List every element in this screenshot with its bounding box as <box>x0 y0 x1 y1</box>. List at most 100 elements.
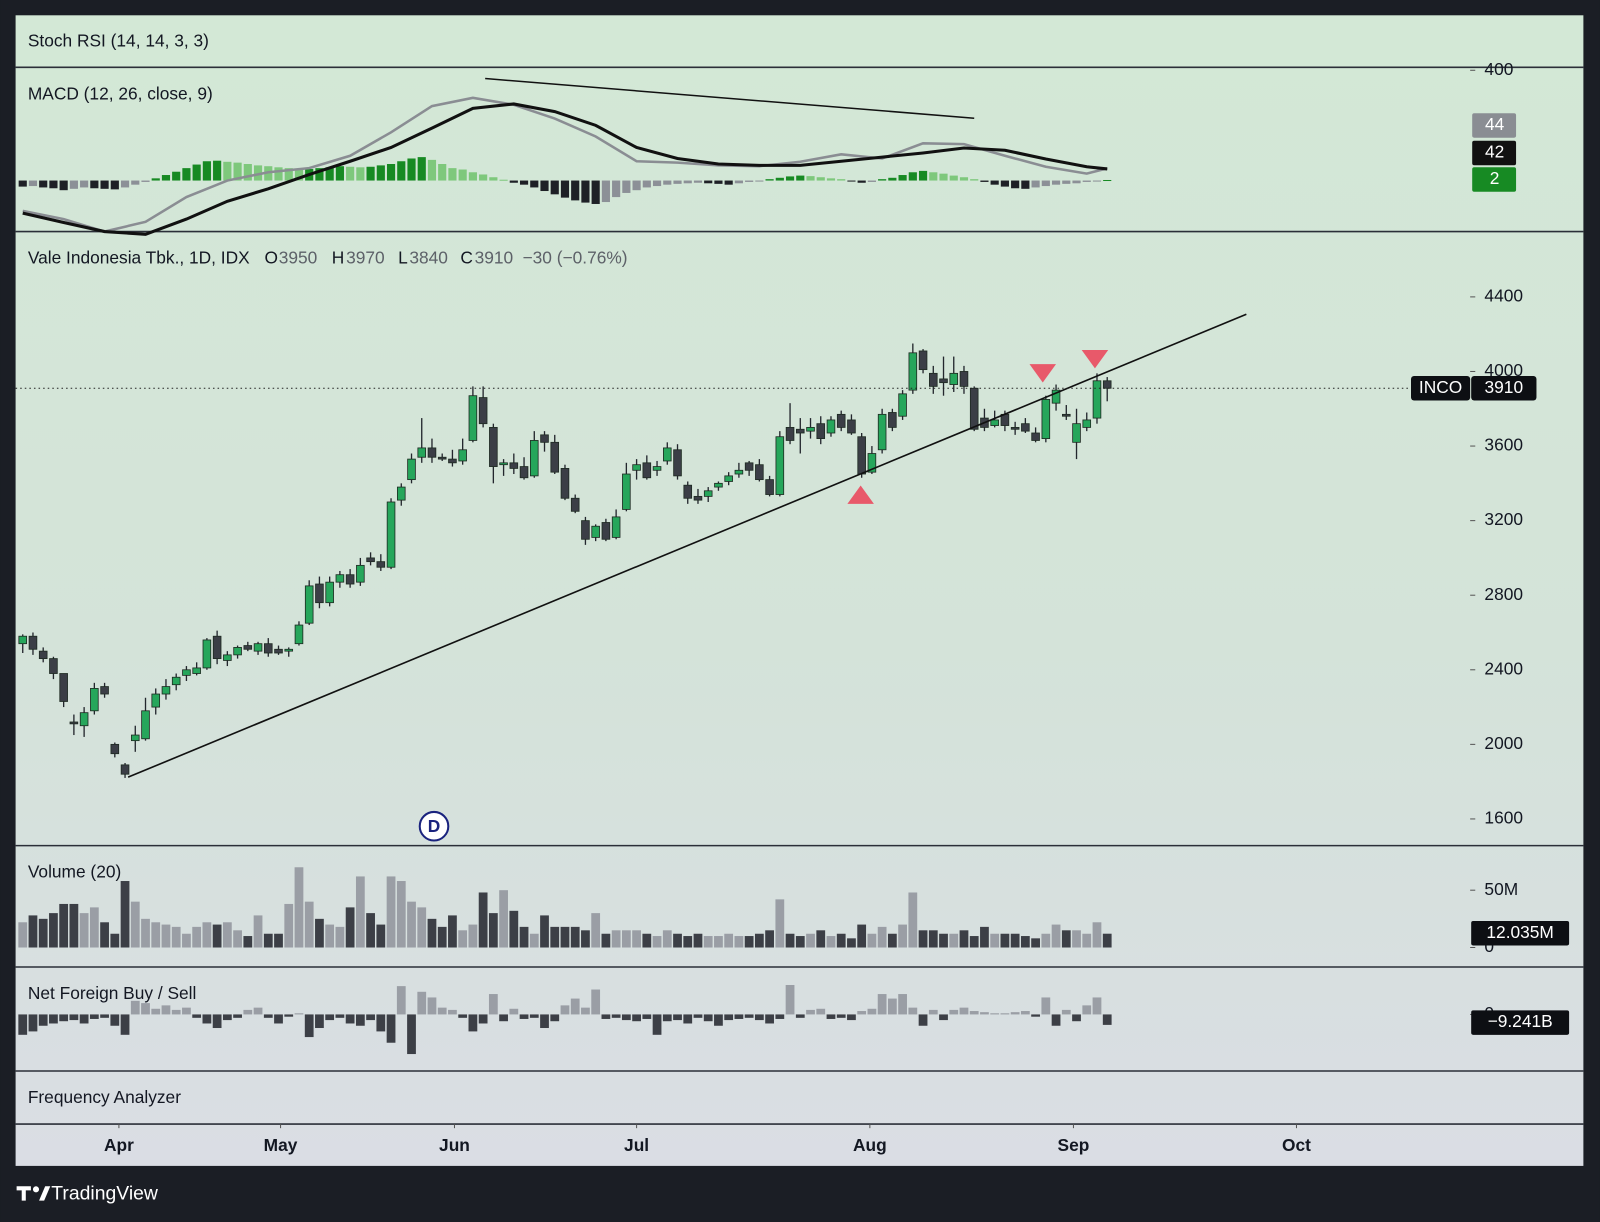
bar <box>509 910 519 948</box>
macd-histogram-bar <box>878 179 887 181</box>
bar <box>683 1014 693 1024</box>
macd-histogram-bar <box>1103 179 1112 182</box>
bar <box>182 1007 191 1015</box>
macd-histogram-bar <box>141 180 150 182</box>
candle-body <box>182 669 191 676</box>
bar <box>1092 997 1102 1015</box>
macd-histogram-bar <box>581 180 590 203</box>
bar <box>703 936 713 948</box>
candle-body <box>141 710 150 740</box>
candle-body <box>744 462 754 471</box>
bar <box>315 1014 324 1029</box>
last-value-box <box>1472 140 1517 166</box>
macd-histogram-bar <box>28 180 38 187</box>
bar <box>448 915 457 948</box>
bar <box>315 918 324 948</box>
bar <box>806 1009 815 1015</box>
bar <box>130 1000 140 1015</box>
macd-histogram-bar <box>745 180 754 182</box>
bar <box>990 1013 1000 1015</box>
candle-body <box>929 372 938 387</box>
candle-body <box>734 469 744 475</box>
bar <box>171 926 181 948</box>
bar <box>253 915 263 948</box>
bar <box>785 984 795 1015</box>
bar <box>141 918 150 948</box>
bar <box>540 1014 549 1029</box>
bar <box>458 930 468 948</box>
y-tick-label: 0 <box>1484 936 1494 956</box>
bar <box>581 1007 590 1015</box>
event-label: D <box>428 816 441 836</box>
candle-body <box>1041 399 1051 440</box>
bar <box>601 1014 611 1019</box>
bar <box>366 913 375 948</box>
candle-body <box>130 734 140 742</box>
bar <box>765 1014 774 1024</box>
macd-histogram-bar <box>929 172 938 181</box>
candle-body <box>478 397 488 425</box>
macd-histogram-bar <box>734 180 743 184</box>
candle-body <box>703 490 713 497</box>
y-tick-label: 400 <box>1484 59 1513 79</box>
bar <box>795 936 805 948</box>
candle-body <box>100 686 109 695</box>
macd-histogram-bar <box>826 178 836 181</box>
y-tick-label: 50M <box>1484 879 1518 899</box>
bar <box>847 1014 856 1021</box>
candle-body <box>376 561 386 568</box>
candle-body <box>49 658 58 674</box>
y-tick-label: 3600 <box>1484 435 1523 455</box>
macd-histogram-bar <box>499 179 508 181</box>
candle-body <box>28 635 38 650</box>
candle-body <box>1072 423 1081 443</box>
macd-histogram-bar <box>366 166 375 181</box>
bar <box>836 1014 846 1018</box>
macd-histogram-bar <box>898 175 907 181</box>
brand-logo <box>16 1186 51 1201</box>
bar <box>18 1014 28 1035</box>
panel-title: Stoch RSI (14, 14, 3, 3) <box>28 30 209 50</box>
event-marker <box>418 810 450 842</box>
macd-histogram-bar <box>949 175 958 181</box>
macd-histogram-bar <box>1062 180 1071 184</box>
bar <box>806 933 815 948</box>
macd-histogram-bar <box>704 180 713 184</box>
panel-title: Volume (20) <box>28 862 121 882</box>
bar <box>1061 1009 1071 1015</box>
bar <box>458 1014 468 1018</box>
bar <box>591 913 601 948</box>
macd-histogram-bar <box>172 171 181 181</box>
candle-body <box>877 413 887 451</box>
candle-body <box>263 643 273 654</box>
last-price-box <box>1471 376 1537 401</box>
bar <box>652 1014 662 1035</box>
candle-body <box>765 479 774 495</box>
bar <box>294 1013 304 1015</box>
signal-marker <box>1081 349 1109 369</box>
candle-body <box>315 583 324 604</box>
bar <box>939 1014 948 1021</box>
macd-histogram-bar <box>417 157 426 181</box>
bar <box>621 1014 631 1021</box>
macd-histogram-bar <box>100 180 109 189</box>
macd-histogram-bar <box>1072 180 1081 184</box>
bar <box>826 1014 836 1019</box>
bar <box>130 901 140 948</box>
bar <box>877 994 887 1015</box>
candle-body <box>847 419 856 434</box>
candle-body <box>437 456 447 460</box>
candle-body <box>202 639 212 669</box>
macd-histogram-bar <box>1000 180 1009 187</box>
brand: TradingView <box>51 1183 159 1205</box>
bar <box>202 1014 212 1024</box>
candle-body <box>110 743 120 755</box>
candle-body <box>662 447 672 462</box>
symbol-label: INCO <box>1419 377 1462 397</box>
macd-histogram-bar <box>1051 180 1061 185</box>
bar <box>1000 933 1010 948</box>
last-value-label: 44 <box>1485 114 1505 134</box>
panel-title: Vale Indonesia Tbk., 1D, IDX <box>28 248 250 268</box>
bar <box>407 1014 416 1055</box>
bar <box>744 1014 754 1018</box>
